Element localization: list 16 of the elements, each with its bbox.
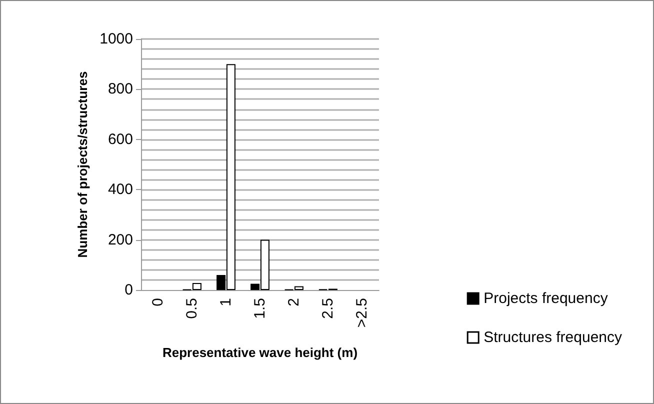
x-axis-title: Representative wave height (m): [162, 345, 358, 360]
x-tick-label: 2: [286, 298, 302, 306]
y-tick-label: 800: [108, 80, 133, 98]
legend-label: Structures frequency: [484, 329, 622, 346]
y-tick-label: 400: [108, 181, 133, 198]
y-axis-title: Number of projects/structures: [75, 71, 90, 258]
x-tick-label: 1.5: [252, 298, 268, 319]
y-tick-label: 200: [108, 231, 133, 248]
legend-label: Projects frequency: [484, 290, 608, 307]
y-tick-label: 600: [108, 130, 133, 148]
x-tick-label: 2.5: [320, 298, 336, 319]
x-tick-label: >2.5: [354, 298, 370, 328]
x-tick-label: 1: [218, 298, 234, 306]
x-tick-label: 0: [150, 298, 166, 306]
x-tick-label: 0.5: [184, 298, 200, 319]
y-tick-label: 1000: [100, 30, 133, 48]
